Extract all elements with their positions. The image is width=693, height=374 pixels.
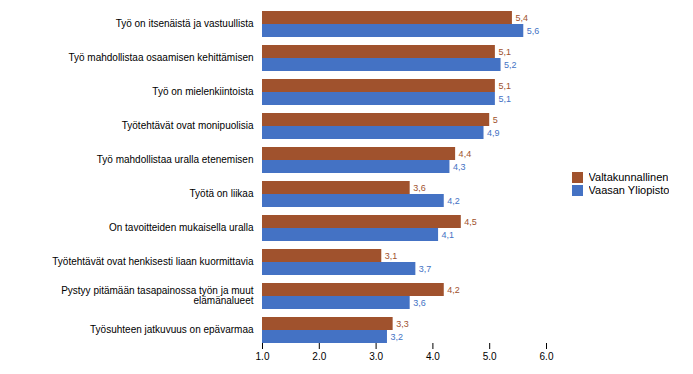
svg-text:3,3: 3,3	[396, 319, 409, 329]
html-text:Vaasan Yliopisto: Vaasan Yliopisto	[588, 184, 670, 197]
svg-text:5.0: 5.0	[483, 351, 497, 362]
svg-text:Työtehtävät ovat henkisesti li: Työtehtävät ovat henkisesti liaan kuormi…	[52, 256, 254, 267]
svg-text:Työsuhteen jatkuvuus on epävar: Työsuhteen jatkuvuus on epävarmaa	[90, 324, 254, 335]
svg-text:1.0: 1.0	[256, 351, 270, 362]
svg-text:On tavoitteiden mukaisella ura: On tavoitteiden mukaisella uralla	[109, 222, 254, 233]
svg-text:Työtehtävät ovat monipuolisia: Työtehtävät ovat monipuolisia	[122, 120, 254, 131]
svg-text:3,1: 3,1	[385, 251, 398, 261]
svg-text:5: 5	[493, 115, 498, 125]
svg-text:Työ mahdollistaa uralla etenem: Työ mahdollistaa uralla etenemisen	[97, 154, 254, 165]
svg-text:4,3: 4,3	[453, 162, 466, 172]
svg-text:3,6: 3,6	[413, 298, 426, 308]
svg-text:4,5: 4,5	[464, 217, 477, 227]
svg-text:3,6: 3,6	[413, 183, 426, 193]
svg-text:5,4: 5,4	[515, 13, 528, 23]
svg-text:3,7: 3,7	[419, 264, 432, 274]
svg-text:5,1: 5,1	[498, 94, 511, 104]
svg-text:4,9: 4,9	[487, 128, 500, 138]
svg-text:Työ on itsenäistä ja vastuulli: Työ on itsenäistä ja vastuullista	[116, 18, 254, 29]
svg-text:Työtä on liikaa: Työtä on liikaa	[190, 188, 254, 199]
svg-text:6.0: 6.0	[540, 351, 554, 362]
svg-text:5,2: 5,2	[504, 60, 517, 70]
svg-text:Työ on mielenkiintoista: Työ on mielenkiintoista	[152, 86, 254, 97]
svg-text:3,2: 3,2	[390, 332, 403, 342]
svg-text:5,1: 5,1	[498, 47, 511, 57]
html-text:Valtakunnallinen: Valtakunnallinen	[588, 171, 669, 184]
svg-text:2.0: 2.0	[312, 351, 326, 362]
svg-text:4,2: 4,2	[447, 285, 460, 295]
svg-text:3.0: 3.0	[369, 351, 383, 362]
svg-text:Työ mahdollistaa osaamisen keh: Työ mahdollistaa osaamisen kehittämisen	[68, 52, 253, 63]
svg-text:4,2: 4,2	[447, 196, 460, 206]
svg-text:4.0: 4.0	[426, 351, 440, 362]
svg-text:5,6: 5,6	[527, 26, 540, 36]
svg-text:Pystyy pitämään tasapainossa t: Pystyy pitämään tasapainossa työn ja muu…	[61, 285, 254, 306]
svg-text:4,4: 4,4	[459, 149, 472, 159]
svg-text:5,1: 5,1	[498, 81, 511, 91]
svg-text:4,1: 4,1	[442, 230, 455, 240]
